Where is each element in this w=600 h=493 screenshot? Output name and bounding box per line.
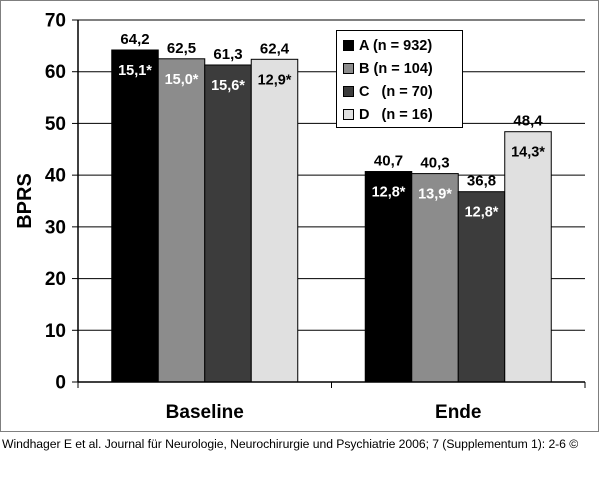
bar-sd-label: 12,9* — [258, 72, 292, 88]
bar-value-label: 48,4 — [513, 113, 543, 130]
bar-sd-label: 12,8* — [465, 205, 499, 221]
bar — [204, 64, 252, 383]
y-tick-label: 30 — [45, 217, 66, 238]
citation: Windhager E et al. Journal für Neurologi… — [2, 437, 579, 451]
bar-sd-label: 15,1* — [118, 63, 152, 79]
x-category-label: Ende — [435, 402, 481, 423]
y-tick-label: 60 — [45, 62, 66, 83]
y-tick-label: 0 — [55, 373, 66, 394]
y-tick-label: 40 — [45, 166, 66, 187]
legend-item-c: C (n = 70) — [343, 80, 462, 103]
legend-label-a: A (n = 932) — [359, 37, 433, 54]
bar-value-label: 64,2 — [120, 31, 149, 48]
legend-item-b: B (n = 104) — [343, 57, 462, 80]
y-tick-label: 50 — [45, 114, 66, 135]
bar — [364, 171, 413, 383]
bar-value-label: 62,5 — [167, 40, 196, 57]
bar-sd-label: 13,9* — [418, 187, 452, 203]
bar — [411, 173, 459, 383]
bar-value-label: 36,8 — [467, 173, 496, 190]
legend-swatch-c — [343, 86, 354, 97]
bar-sd-label: 14,3* — [511, 145, 545, 161]
x-category-label: Baseline — [166, 402, 244, 423]
bar — [250, 58, 299, 383]
bar — [111, 49, 159, 383]
legend-label-d: D (n = 16) — [359, 106, 433, 123]
legend-swatch-b — [343, 63, 354, 74]
bar-value-label: 40,3 — [420, 155, 449, 172]
legend-swatch-d — [343, 109, 354, 120]
bar-value-label: 40,7 — [374, 153, 403, 170]
y-tick-label: 20 — [45, 269, 66, 290]
bar-sd-label: 15,0* — [165, 72, 199, 88]
bar-chart: 0 10 20 30 40 50 60 70 BPRS 64,2 15,1* 62,5 15,0* 61,… — [14, 11, 586, 423]
legend-label-c: C (n = 70) — [359, 83, 433, 100]
legend-swatch-a — [343, 40, 354, 51]
y-tick-label: 70 — [45, 11, 66, 32]
y-tick-label: 10 — [45, 321, 66, 342]
bar-value-label: 62,4 — [260, 40, 290, 57]
legend-label-b: B (n = 104) — [359, 60, 433, 77]
legend-item-a: A (n = 932) — [343, 34, 462, 57]
legend-item-d: D (n = 16) — [343, 103, 462, 126]
bar-sd-label: 12,8* — [372, 185, 406, 201]
bar — [504, 131, 552, 383]
y-axis-title: BPRS — [14, 173, 36, 229]
bar-value-label: 61,3 — [213, 46, 242, 63]
legend: A (n = 932) B (n = 104) C (n = 70) D (n … — [336, 30, 463, 128]
bar — [157, 58, 206, 383]
bar-sd-label: 15,6* — [211, 78, 245, 94]
